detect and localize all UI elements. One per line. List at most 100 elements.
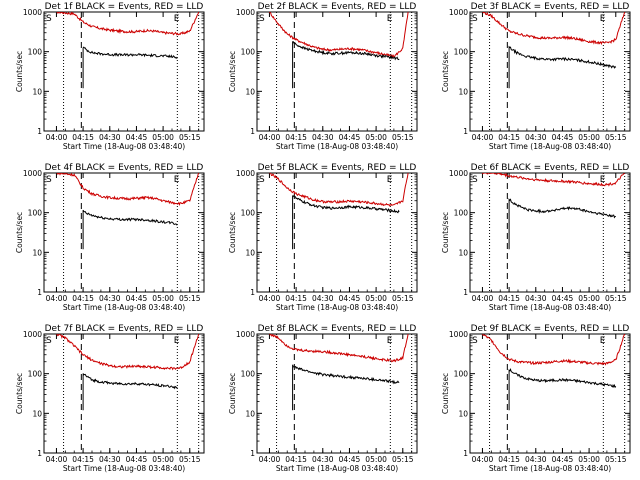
y-axis-label: Counts/sec [15, 51, 24, 92]
end-marker: E [174, 175, 180, 185]
start-marker: S [46, 336, 52, 346]
x-tick-label: 04:45 [339, 133, 361, 142]
x-tick-label: 04:30 [525, 455, 547, 464]
end-marker: E [600, 336, 606, 346]
x-tick-label: 04:15 [285, 455, 307, 464]
x-tick-label: 04:15 [498, 133, 520, 142]
y-tick-label: 100 [241, 209, 256, 218]
lld-series-line [269, 12, 409, 59]
end-marker: E [387, 336, 393, 346]
x-tick-label: 05:15 [605, 133, 627, 142]
lld-series-line [481, 334, 626, 366]
x-axis-label: Start Time (18-Aug-08 03:48:40) [489, 303, 611, 312]
x-tick-label: 04:45 [552, 455, 574, 464]
start-marker: S [46, 175, 52, 185]
plot-frame [256, 172, 418, 293]
x-tick-label: 04:00 [472, 133, 494, 142]
start-marker: S [259, 175, 265, 185]
y-axis-label: Counts/sec [228, 51, 237, 92]
panel-title: Det 3f BLACK = Events, RED = LLD [471, 2, 630, 12]
x-tick-label: 05:00 [578, 294, 600, 303]
y-tick-label: 1000 [236, 8, 255, 17]
lld-series-line [481, 173, 625, 187]
y-tick-label: 10 [32, 248, 42, 257]
x-tick-label: 04:45 [552, 294, 574, 303]
start-marker: S [46, 14, 52, 24]
panel-title: Det 1f BLACK = Events, RED = LLD [45, 2, 204, 12]
events-series-line [292, 195, 400, 250]
x-tick-label: 05:00 [152, 133, 174, 142]
x-tick-label: 05:15 [179, 294, 201, 303]
x-tick-label: 04:15 [72, 294, 94, 303]
y-tick-label: 100 [454, 209, 469, 218]
x-tick-label: 04:00 [259, 455, 281, 464]
x-axis-label: Start Time (18-Aug-08 03:48:40) [489, 142, 611, 151]
panel-title: Det 5f BLACK = Events, RED = LLD [258, 163, 417, 173]
y-tick-label: 100 [28, 209, 43, 218]
y-axis-label: Counts/sec [441, 51, 450, 92]
y-tick-label: 100 [454, 48, 469, 57]
panel-det-5: Det 5f BLACK = Events, RED = LLD 1 10 100 10… [228, 163, 418, 312]
x-tick-label: 05:00 [365, 294, 387, 303]
x-tick-label: 05:15 [605, 455, 627, 464]
y-tick-label: 10 [32, 87, 42, 96]
y-axis-label: Counts/sec [441, 373, 450, 414]
x-axis-label: Start Time (18-Aug-08 03:48:40) [276, 142, 398, 151]
plot-frame [43, 333, 205, 454]
panel-title: Det 9f BLACK = Events, RED = LLD [471, 324, 630, 334]
y-tick-label: 10 [245, 409, 255, 418]
lld-series-line [269, 173, 409, 207]
x-tick-label: 04:30 [525, 294, 547, 303]
x-tick-label: 04:30 [312, 133, 334, 142]
plot-frame [469, 172, 631, 293]
y-tick-label: 1 [463, 288, 468, 297]
x-tick-label: 04:45 [339, 294, 361, 303]
y-tick-label: 1 [250, 127, 255, 136]
plot-frame [43, 172, 205, 293]
x-tick-label: 05:00 [152, 294, 174, 303]
y-tick-label: 100 [454, 370, 469, 379]
panel-det-9: Det 9f BLACK = Events, RED = LLD 1 10 100 10… [441, 324, 631, 473]
y-tick-label: 1 [250, 288, 255, 297]
x-tick-label: 04:15 [285, 133, 307, 142]
panel-title: Det 2f BLACK = Events, RED = LLD [258, 2, 417, 12]
x-tick-label: 04:15 [285, 294, 307, 303]
x-tick-label: 04:30 [99, 133, 121, 142]
y-tick-label: 10 [458, 87, 468, 96]
lld-series-line [269, 334, 409, 363]
x-axis-label: Start Time (18-Aug-08 03:48:40) [63, 464, 185, 473]
events-series-line [508, 45, 617, 89]
events-series-line [508, 198, 616, 250]
x-axis-label: Start Time (18-Aug-08 03:48:40) [276, 464, 398, 473]
x-tick-label: 05:15 [392, 133, 414, 142]
x-axis-label: Start Time (18-Aug-08 03:48:40) [63, 142, 185, 151]
y-tick-label: 1000 [236, 330, 255, 339]
events-series-line [82, 209, 178, 250]
x-tick-label: 05:15 [605, 294, 627, 303]
x-tick-label: 05:00 [365, 133, 387, 142]
panel-title: Det 7f BLACK = Events, RED = LLD [45, 324, 204, 334]
x-tick-label: 04:15 [72, 133, 94, 142]
end-marker: E [387, 175, 393, 185]
events-series-line [292, 364, 400, 411]
x-tick-label: 04:15 [498, 455, 520, 464]
y-axis-label: Counts/sec [441, 212, 450, 253]
x-tick-label: 04:00 [46, 455, 68, 464]
panel-det-8: Det 8f BLACK = Events, RED = LLD 1 10 100 10… [228, 324, 418, 473]
x-tick-label: 04:45 [339, 455, 361, 464]
lld-series-line [56, 334, 200, 371]
x-tick-label: 04:30 [99, 455, 121, 464]
panel-det-7: Det 7f BLACK = Events, RED = LLD 1 10 100 10… [15, 324, 205, 473]
plot-frame [469, 333, 631, 454]
panel-det-6: Det 6f BLACK = Events, RED = LLD 1 10 100 10… [441, 163, 631, 312]
x-tick-label: 05:15 [179, 133, 201, 142]
end-marker: E [174, 14, 180, 24]
events-series-line [292, 41, 400, 89]
y-tick-label: 10 [245, 248, 255, 257]
x-tick-label: 04:00 [472, 294, 494, 303]
panel-det-3: Det 3f BLACK = Events, RED = LLD 1 10 100 10… [441, 2, 631, 151]
start-marker: S [472, 14, 478, 24]
y-tick-label: 10 [458, 248, 468, 257]
y-tick-label: 1000 [23, 169, 42, 178]
